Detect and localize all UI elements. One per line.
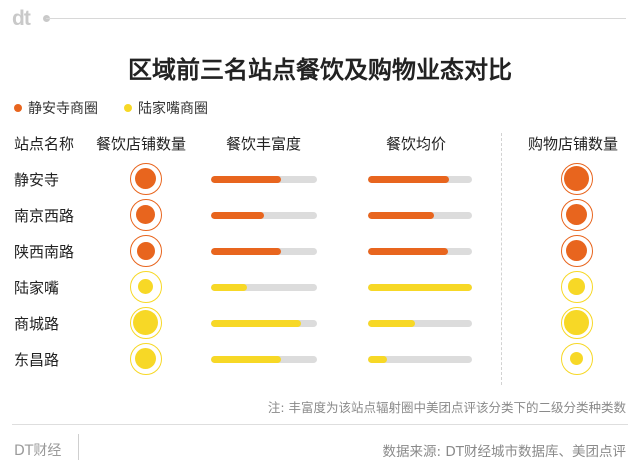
station-label: 南京西路 <box>14 207 75 225</box>
avg-price-bar-track <box>368 320 472 327</box>
avg-price-bar <box>368 212 434 219</box>
dining-count-bubble <box>130 199 162 231</box>
legend-item-lujiazui: 陆家嘴商圈 <box>124 98 208 118</box>
column-header-shopping-count: 购物店铺数量 <box>528 135 619 153</box>
column-divider <box>501 133 502 385</box>
dining-richness-bar <box>211 248 281 255</box>
dining-count-bubble <box>130 343 162 375</box>
shopping-count-bubble-value <box>564 310 589 335</box>
footer-rule <box>12 424 628 425</box>
dining-richness-bar-track <box>211 176 317 183</box>
dining-richness-bar-track <box>211 284 317 291</box>
chart-title: 区域前三名站点餐饮及购物业态对比 <box>128 56 512 84</box>
shopping-count-bubble <box>561 235 593 267</box>
dining-count-bubble <box>130 163 162 195</box>
dining-richness-bar <box>211 212 264 219</box>
station-label: 陕西南路 <box>14 243 75 261</box>
footer-divider <box>78 434 79 460</box>
column-header-station: 站点名称 <box>14 135 75 153</box>
legend-swatch-jingan <box>14 104 22 112</box>
shopping-count-bubble-value <box>565 203 588 226</box>
dining-count-bubble-value <box>133 310 158 335</box>
shopping-count-bubble <box>561 271 593 303</box>
station-label: 静安寺 <box>14 171 60 189</box>
dining-richness-bar <box>211 320 302 327</box>
shopping-count-bubble-value <box>569 351 584 366</box>
dining-richness-bar <box>211 176 281 183</box>
column-header-dining-count: 餐饮店铺数量 <box>96 135 187 153</box>
dining-richness-bar <box>211 356 281 363</box>
dining-count-bubble-value <box>136 241 155 260</box>
dining-richness-bar <box>211 284 248 291</box>
dining-richness-bar-track <box>211 212 317 219</box>
avg-price-bar <box>368 176 450 183</box>
dining-count-bubble-value <box>134 167 157 190</box>
station-label: 陆家嘴 <box>14 279 60 297</box>
legend-label-jingan: 静安寺商圈 <box>28 101 98 117</box>
dining-count-bubble-value <box>134 347 157 370</box>
dining-richness-bar-track <box>211 320 317 327</box>
avg-price-bar-track <box>368 356 472 363</box>
shopping-count-bubble <box>561 199 593 231</box>
shopping-count-bubble-value <box>568 278 585 295</box>
shopping-count-bubble-value <box>566 240 587 261</box>
column-header-dining-richness: 餐饮丰富度 <box>226 135 302 153</box>
footnote: 注: 丰富度为该站点辐射圈中美团点评该分类下的二级分类种类数 <box>267 400 626 415</box>
header-rule <box>46 18 626 19</box>
station-label: 东昌路 <box>14 351 60 369</box>
shopping-count-bubble <box>561 163 593 195</box>
avg-price-bar-track <box>368 176 472 183</box>
dining-count-bubble <box>130 307 162 339</box>
dt-logo: dt <box>12 7 31 30</box>
avg-price-bar <box>368 320 415 327</box>
station-label: 商城路 <box>14 315 60 333</box>
dining-count-bubble <box>130 271 162 303</box>
shopping-count-bubble <box>561 343 593 375</box>
dining-count-bubble-value <box>135 204 156 225</box>
data-source: 数据来源: DT财经城市数据库、美团点评 <box>382 444 626 460</box>
dining-richness-bar-track <box>211 356 317 363</box>
footer-brand: DT财经 <box>14 443 62 459</box>
legend-swatch-lujiazui <box>124 104 132 112</box>
shopping-count-bubble <box>561 307 593 339</box>
legend-label-lujiazui: 陆家嘴商圈 <box>138 101 208 117</box>
legend-item-jingan: 静安寺商圈 <box>14 98 98 118</box>
avg-price-bar <box>368 356 387 363</box>
shopping-count-bubble-value <box>564 166 589 191</box>
avg-price-bar-track <box>368 248 472 255</box>
avg-price-bar-track <box>368 284 472 291</box>
dining-richness-bar-track <box>211 248 317 255</box>
column-header-avg-price: 餐饮均价 <box>386 135 447 153</box>
avg-price-bar-track <box>368 212 472 219</box>
dining-count-bubble <box>130 235 162 267</box>
avg-price-bar <box>368 284 472 291</box>
dining-count-bubble-value <box>137 278 154 295</box>
avg-price-bar <box>368 248 449 255</box>
